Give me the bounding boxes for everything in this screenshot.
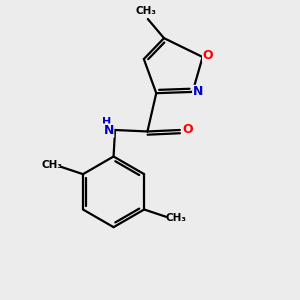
Text: O: O — [182, 124, 193, 136]
Text: O: O — [202, 49, 213, 62]
Text: H: H — [102, 117, 111, 127]
Text: N: N — [103, 124, 114, 137]
Text: CH₃: CH₃ — [136, 6, 157, 16]
Text: CH₃: CH₃ — [42, 160, 63, 170]
Text: N: N — [193, 85, 203, 98]
Text: CH₃: CH₃ — [165, 213, 186, 223]
